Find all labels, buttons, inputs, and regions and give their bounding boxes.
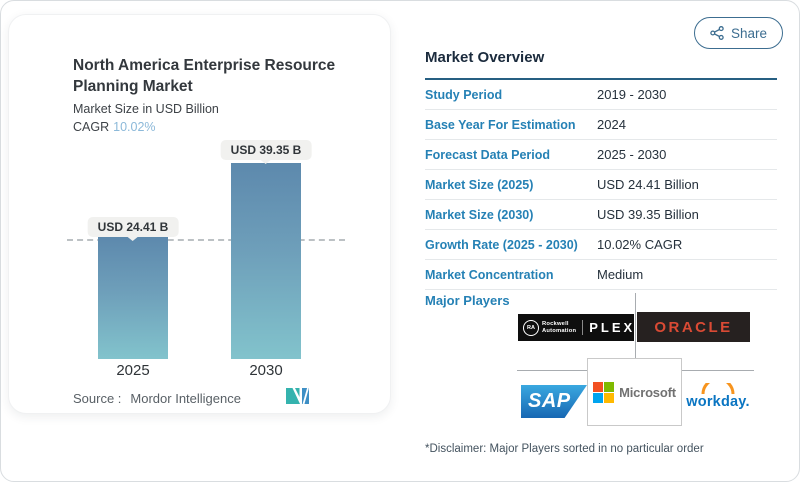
major-players-label: Major Players — [425, 293, 510, 308]
source-label: Source : — [73, 391, 122, 406]
row-label: Market Size (2025) — [425, 177, 534, 192]
source-value: Mordor Intelligence — [130, 391, 241, 406]
overview-table: Study Period 2019 - 2030 Base Year For E… — [425, 78, 777, 290]
x-axis-label-2025: 2025 — [116, 362, 150, 379]
row-label: Market Size (2030) — [425, 207, 534, 222]
row-value: USD 39.35 Billion — [597, 207, 699, 222]
bar-value-label-2030: USD 39.35 B — [220, 140, 312, 160]
rockwell-wordmark: Rockwell Automation — [542, 321, 576, 334]
sap-wordmark: SAP — [528, 390, 571, 412]
chart-subtitle: Market Size in USD Billion — [73, 102, 219, 116]
overview-heading: Market Overview — [425, 49, 545, 66]
table-row: Base Year For Estimation 2024 — [425, 110, 777, 140]
share-button[interactable]: Share — [694, 17, 784, 49]
table-row: Market Size (2030) USD 39.35 Billion — [425, 200, 777, 230]
chart-cagr: CAGR 10.02% — [73, 120, 156, 134]
table-row: Market Size (2025) USD 24.41 Billion — [425, 170, 777, 200]
rockwell-line1: Rockwell — [542, 321, 569, 327]
sap-logo: SAP — [521, 385, 587, 418]
row-label: Market Concentration — [425, 267, 554, 282]
bar-value-label-2025: USD 24.41 B — [87, 217, 179, 237]
row-label: Base Year For Estimation — [425, 117, 576, 132]
rockwell-plex-logo: RA Rockwell Automation PLEX — [518, 314, 634, 341]
share-icon — [710, 26, 724, 40]
players-connector-vertical — [635, 293, 636, 358]
plex-wordmark: PLEX — [589, 320, 636, 335]
row-label: Growth Rate (2025 - 2030) — [425, 237, 578, 252]
row-value: 2019 - 2030 — [597, 87, 667, 102]
rockwell-line2: Automation — [542, 327, 577, 334]
x-axis-label-2030: 2030 — [249, 362, 283, 379]
table-row: Forecast Data Period 2025 - 2030 — [425, 140, 777, 170]
bar-2030 — [231, 163, 301, 359]
microsoft-squares-icon — [593, 381, 615, 403]
cagr-value: 10.02% — [113, 120, 156, 134]
disclaimer-text: *Disclaimer: Major Players sorted in no … — [425, 443, 704, 455]
rockwell-badge-icon: RA — [523, 319, 539, 336]
row-value: USD 24.41 Billion — [597, 177, 699, 192]
row-value: Medium — [597, 267, 644, 282]
bar-2025 — [98, 237, 168, 359]
row-value: 10.02% CAGR — [597, 237, 683, 252]
workday-arc-icon — [701, 383, 735, 394]
mordor-intelligence-logo-icon — [286, 388, 309, 404]
row-value: 2024 — [597, 117, 626, 132]
table-row: Growth Rate (2025 - 2030) 10.02% CAGR — [425, 230, 777, 260]
source-line: Source : Mordor Intelligence — [73, 391, 241, 406]
chart-card: North America Enterprise Resource Planni… — [8, 14, 391, 414]
oracle-logo: ORACLE — [637, 312, 750, 342]
cagr-label: CAGR — [73, 120, 110, 134]
row-value: 2025 - 2030 — [597, 147, 667, 162]
microsoft-wordmark: Microsoft — [619, 384, 676, 400]
reference-dashed-line — [67, 239, 345, 241]
workday-wordmark: workday. — [686, 394, 750, 410]
table-row: Study Period 2019 - 2030 — [425, 80, 777, 110]
workday-logo: workday. — [682, 383, 754, 410]
microsoft-logo: Microsoft — [587, 358, 682, 426]
rockwell-plex-divider — [582, 320, 584, 335]
row-label: Study Period — [425, 87, 503, 102]
chart-title: North America Enterprise Resource Planni… — [73, 57, 336, 95]
table-row: Market Concentration Medium — [425, 260, 777, 290]
row-label: Forecast Data Period — [425, 147, 551, 162]
share-label: Share — [731, 25, 768, 41]
